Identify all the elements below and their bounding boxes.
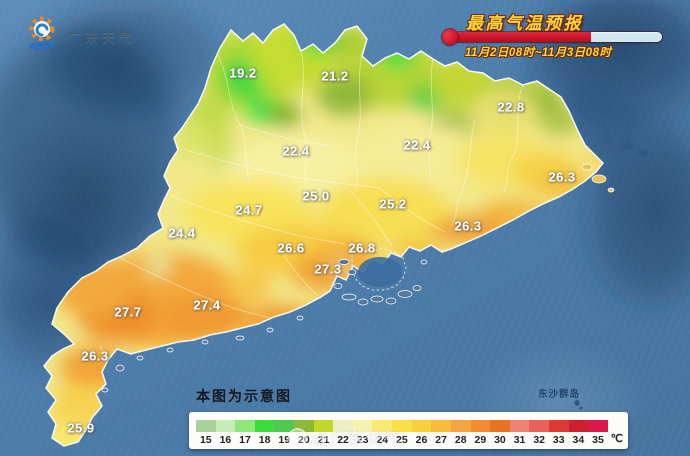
legend-tick: 33	[552, 434, 565, 446]
legend-tick: 18	[258, 434, 271, 446]
legend-color-cell	[470, 420, 491, 432]
legend-color-cell	[372, 420, 393, 432]
legend-scale: 15 16 17 18 19 20 21 22 23 24 25 26 27 28 29 30 31 32 33 34…	[189, 415, 610, 449]
legend-tick: 35	[592, 434, 604, 446]
legend-tick-labels: 15 16 17 18 19 20 21 22 23 24 25 26 27 28 29 30 31 32 33 34…	[196, 434, 608, 446]
legend-color-cell	[294, 420, 314, 432]
legend-tick: 15	[199, 434, 212, 446]
legend-color-cell	[235, 420, 255, 432]
sun-cloud-logo-icon	[28, 16, 56, 51]
legend-tick: 21	[317, 434, 330, 446]
forecast-period: 11月2日08时~11月3日08时	[465, 47, 612, 59]
legend-color-cell	[215, 420, 236, 432]
legend-tick: 16	[219, 434, 232, 446]
legend-tick: 22	[337, 434, 349, 446]
dongsha-islands-label: 东沙群岛	[538, 389, 581, 400]
sar-dashed-boundary	[351, 247, 407, 291]
map-disclaimer-note: 本图为示意图	[196, 388, 292, 404]
islands	[101, 163, 615, 393]
legend-color-cell	[352, 420, 373, 432]
outside-terrain-shading	[0, 0, 690, 365]
legend-tick: 30	[494, 434, 506, 446]
legend-tick: 32	[533, 434, 545, 446]
hk-terrain	[358, 257, 402, 287]
legend-tick: 19	[278, 434, 291, 446]
legend-color-cell	[588, 420, 608, 432]
legend-tick: 27	[435, 434, 447, 446]
legend-color-cell	[196, 420, 216, 432]
legend-tick: 29	[474, 434, 487, 446]
temperature-legend: 15 16 17 18 19 20 21 22 23 24 25 26 27 28 29 30 31 32 33 34…	[189, 412, 628, 449]
legend-color-cell	[568, 420, 589, 432]
legend-tick: 26	[415, 434, 428, 446]
legend-color-cell	[392, 420, 412, 432]
logo-text: 广东天气	[68, 29, 137, 45]
legend-color-cell	[274, 420, 295, 432]
legend-tick: 23	[356, 434, 369, 446]
offshore-islands	[574, 143, 648, 410]
legend-tick: 31	[513, 434, 526, 446]
legend-color-cell	[313, 420, 334, 432]
legend-color-bar	[196, 420, 608, 432]
page-title: 最高气温预报	[466, 14, 583, 33]
station-logo: 广东天气	[20, 14, 136, 58]
legend-tick: 34	[572, 434, 585, 446]
legend-tick: 20	[298, 434, 310, 446]
thermometer-bulb	[442, 29, 458, 45]
legend-color-cell	[254, 420, 275, 432]
legend-color-cell	[548, 420, 569, 432]
legend-tick: 28	[454, 434, 467, 446]
legend-color-cell	[411, 420, 432, 432]
legend-color-cell	[333, 420, 353, 432]
legend-unit: ℃	[610, 433, 623, 445]
legend-tick: 24	[376, 434, 389, 446]
legend-color-cell	[509, 420, 530, 432]
legend-color-cell	[450, 420, 471, 432]
county-boundaries	[99, 50, 524, 381]
legend-color-cell	[529, 420, 549, 432]
legend-tick: 17	[239, 434, 251, 446]
legend-color-cell	[490, 420, 510, 432]
thermometer-icon	[442, 28, 668, 46]
legend-color-cell	[431, 420, 451, 432]
thermometer-fill	[454, 32, 592, 42]
thermometer-tube	[454, 32, 662, 42]
legend-tick: 25	[396, 434, 408, 446]
